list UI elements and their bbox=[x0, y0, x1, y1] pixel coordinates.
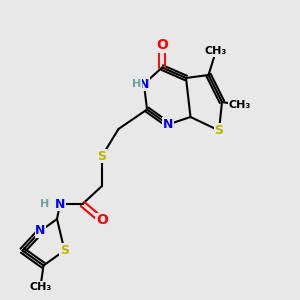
Text: CH₃: CH₃ bbox=[29, 281, 52, 292]
Text: N: N bbox=[35, 224, 46, 238]
Text: O: O bbox=[156, 38, 168, 52]
Text: N: N bbox=[163, 118, 173, 131]
Text: CH₃: CH₃ bbox=[205, 46, 227, 56]
Text: S: S bbox=[60, 244, 69, 257]
Text: N: N bbox=[55, 197, 65, 211]
Text: N: N bbox=[139, 77, 149, 91]
Text: H: H bbox=[132, 79, 141, 89]
Text: S: S bbox=[98, 149, 106, 163]
Text: O: O bbox=[96, 214, 108, 227]
Text: S: S bbox=[214, 124, 224, 137]
Text: CH₃: CH₃ bbox=[229, 100, 251, 110]
Text: H: H bbox=[40, 199, 50, 209]
